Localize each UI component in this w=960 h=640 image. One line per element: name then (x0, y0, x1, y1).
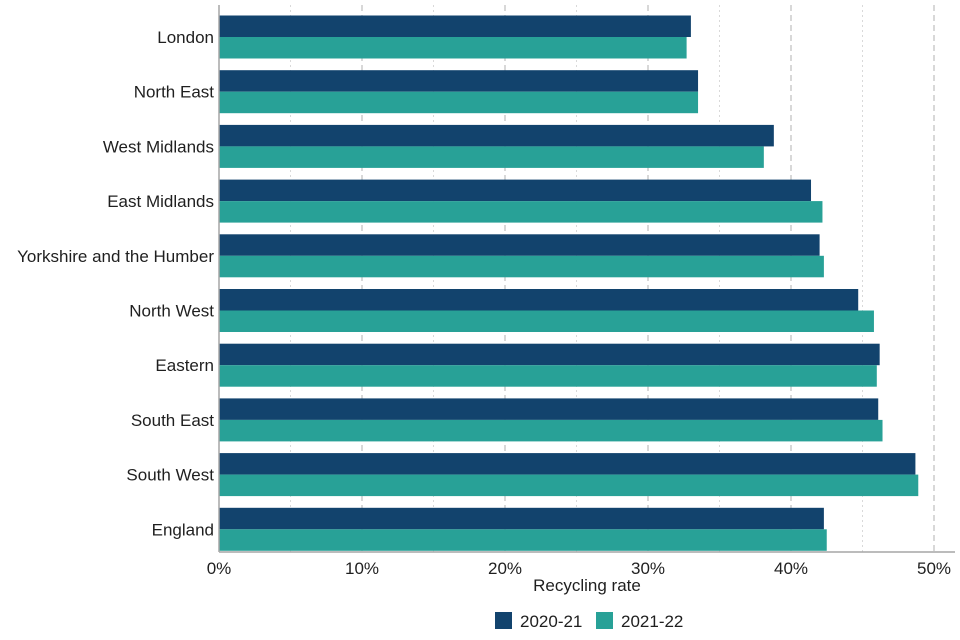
bar-eastern-2020-21 (219, 343, 880, 366)
bar-east-midlands-2021-22 (219, 201, 823, 223)
x-tick-label: 20% (488, 559, 522, 578)
category-labels: London North East West Midlands East Midlan… (17, 28, 214, 539)
category-label: England (152, 520, 214, 539)
category-label: London (157, 28, 214, 47)
bar-north-east-2020-21 (219, 70, 699, 92)
category-label: North East (134, 83, 215, 102)
x-tick-labels: 0% 10% 20% 30% 40% 50% (207, 559, 951, 578)
legend-label: 2021-22 (621, 612, 683, 631)
category-label: Yorkshire and the Humber (17, 247, 214, 266)
x-tick-label: 30% (631, 559, 665, 578)
legend-swatch (596, 612, 613, 629)
category-label: South East (131, 411, 214, 430)
category-label: South West (126, 466, 214, 485)
bar-england-2020-21 (219, 507, 824, 530)
category-label: West Midlands (103, 137, 214, 156)
category-label: North West (129, 302, 214, 321)
legend: 2020-21 2021-22 (495, 612, 683, 631)
x-axis-title: Recycling rate (533, 576, 641, 595)
bar-west-midlands-2020-21 (219, 124, 774, 147)
bar-north-east-2021-22 (219, 91, 699, 114)
legend-label: 2020-21 (520, 612, 582, 631)
x-tick-label: 50% (917, 559, 951, 578)
bar-south-east-2021-22 (219, 419, 883, 442)
x-tick-label: 10% (345, 559, 379, 578)
bar-north-west-2021-22 (219, 310, 874, 332)
bar-london-2021-22 (219, 37, 687, 59)
bar-yorkshire-and-the-humber-2021-22 (219, 255, 824, 278)
category-label: East Midlands (107, 192, 214, 211)
bar-west-midlands-2021-22 (219, 146, 764, 168)
bar-eastern-2021-22 (219, 365, 877, 387)
bar-south-east-2020-21 (219, 398, 879, 420)
x-tick-label: 0% (207, 559, 232, 578)
bar-north-west-2020-21 (219, 289, 859, 311)
legend-swatch (495, 612, 512, 629)
bar-south-west-2020-21 (219, 453, 916, 475)
bar-south-west-2021-22 (219, 474, 919, 497)
bar-england-2021-22 (219, 529, 827, 551)
bars (219, 15, 919, 551)
x-tick-label: 40% (774, 559, 808, 578)
bar-yorkshire-and-the-humber-2020-21 (219, 234, 820, 256)
category-label: Eastern (155, 356, 214, 375)
bar-east-midlands-2020-21 (219, 179, 812, 202)
bar-london-2020-21 (219, 15, 691, 37)
